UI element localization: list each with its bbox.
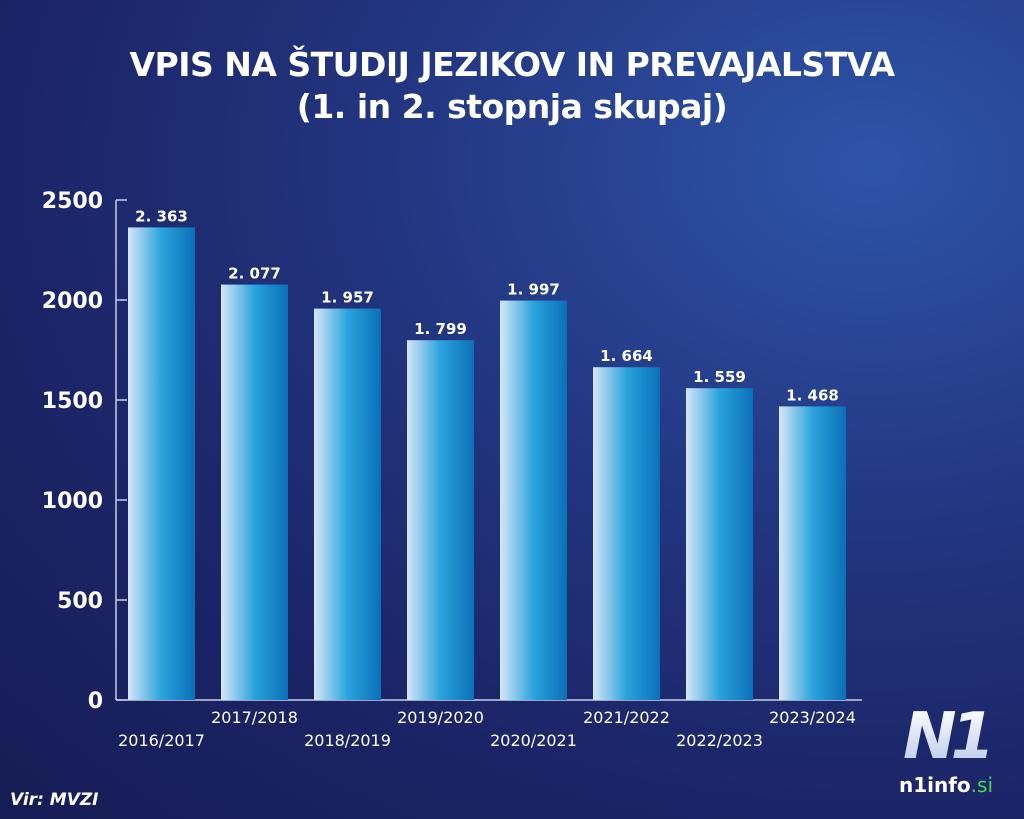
y-tick-label: 1000	[42, 489, 103, 514]
bar	[128, 227, 195, 700]
x-tick-label: 2022/2023	[676, 731, 763, 750]
n1-logo: N1 n1info.si	[886, 705, 1006, 797]
logo-site: n1info.si	[886, 773, 1006, 797]
x-tick-label: 2023/2024	[769, 708, 856, 727]
data-label: 1. 664	[600, 347, 653, 365]
logo-site-name: n1info	[898, 773, 971, 797]
x-tick-label: 2020/2021	[490, 731, 577, 750]
bar	[500, 300, 567, 700]
y-tick-label: 1500	[42, 389, 103, 414]
subtitle-line: (1. in 2. stopnja skupaj)	[296, 87, 728, 126]
title-line: VPIS NA ŠTUDIJ JEZIKOV IN PREVAJALSTVA	[129, 45, 895, 84]
bar	[686, 388, 753, 700]
data-label: 2. 363	[135, 207, 188, 225]
data-label: 1. 957	[321, 289, 374, 307]
bar	[314, 308, 381, 700]
x-tick-label: 2018/2019	[304, 731, 391, 750]
bar	[779, 406, 846, 700]
x-tick-label: 2017/2018	[211, 708, 298, 727]
data-label: 2. 077	[228, 265, 281, 283]
bar	[221, 284, 288, 700]
chart-title: VPIS NA ŠTUDIJ JEZIKOV IN PREVAJALSTVA (…	[0, 44, 1024, 128]
data-label: 1. 799	[414, 320, 467, 338]
y-tick-label: 2000	[42, 289, 103, 314]
y-tick-label: 500	[57, 589, 103, 614]
y-tick-label: 0	[88, 689, 103, 714]
x-tick-label: 2021/2022	[583, 708, 670, 727]
logo-site-tld: .si	[970, 773, 994, 797]
data-label: 1. 997	[507, 281, 560, 299]
logo-mark: N1	[886, 705, 1006, 769]
x-tick-label: 2016/2017	[118, 731, 205, 750]
data-label: 1. 468	[786, 386, 839, 404]
bar	[407, 340, 474, 700]
bar	[593, 367, 660, 700]
source-note: Vir: MVZI	[10, 790, 99, 810]
x-tick-label: 2019/2020	[397, 708, 484, 727]
y-tick-label: 2500	[42, 189, 103, 214]
data-label: 1. 559	[693, 368, 746, 386]
